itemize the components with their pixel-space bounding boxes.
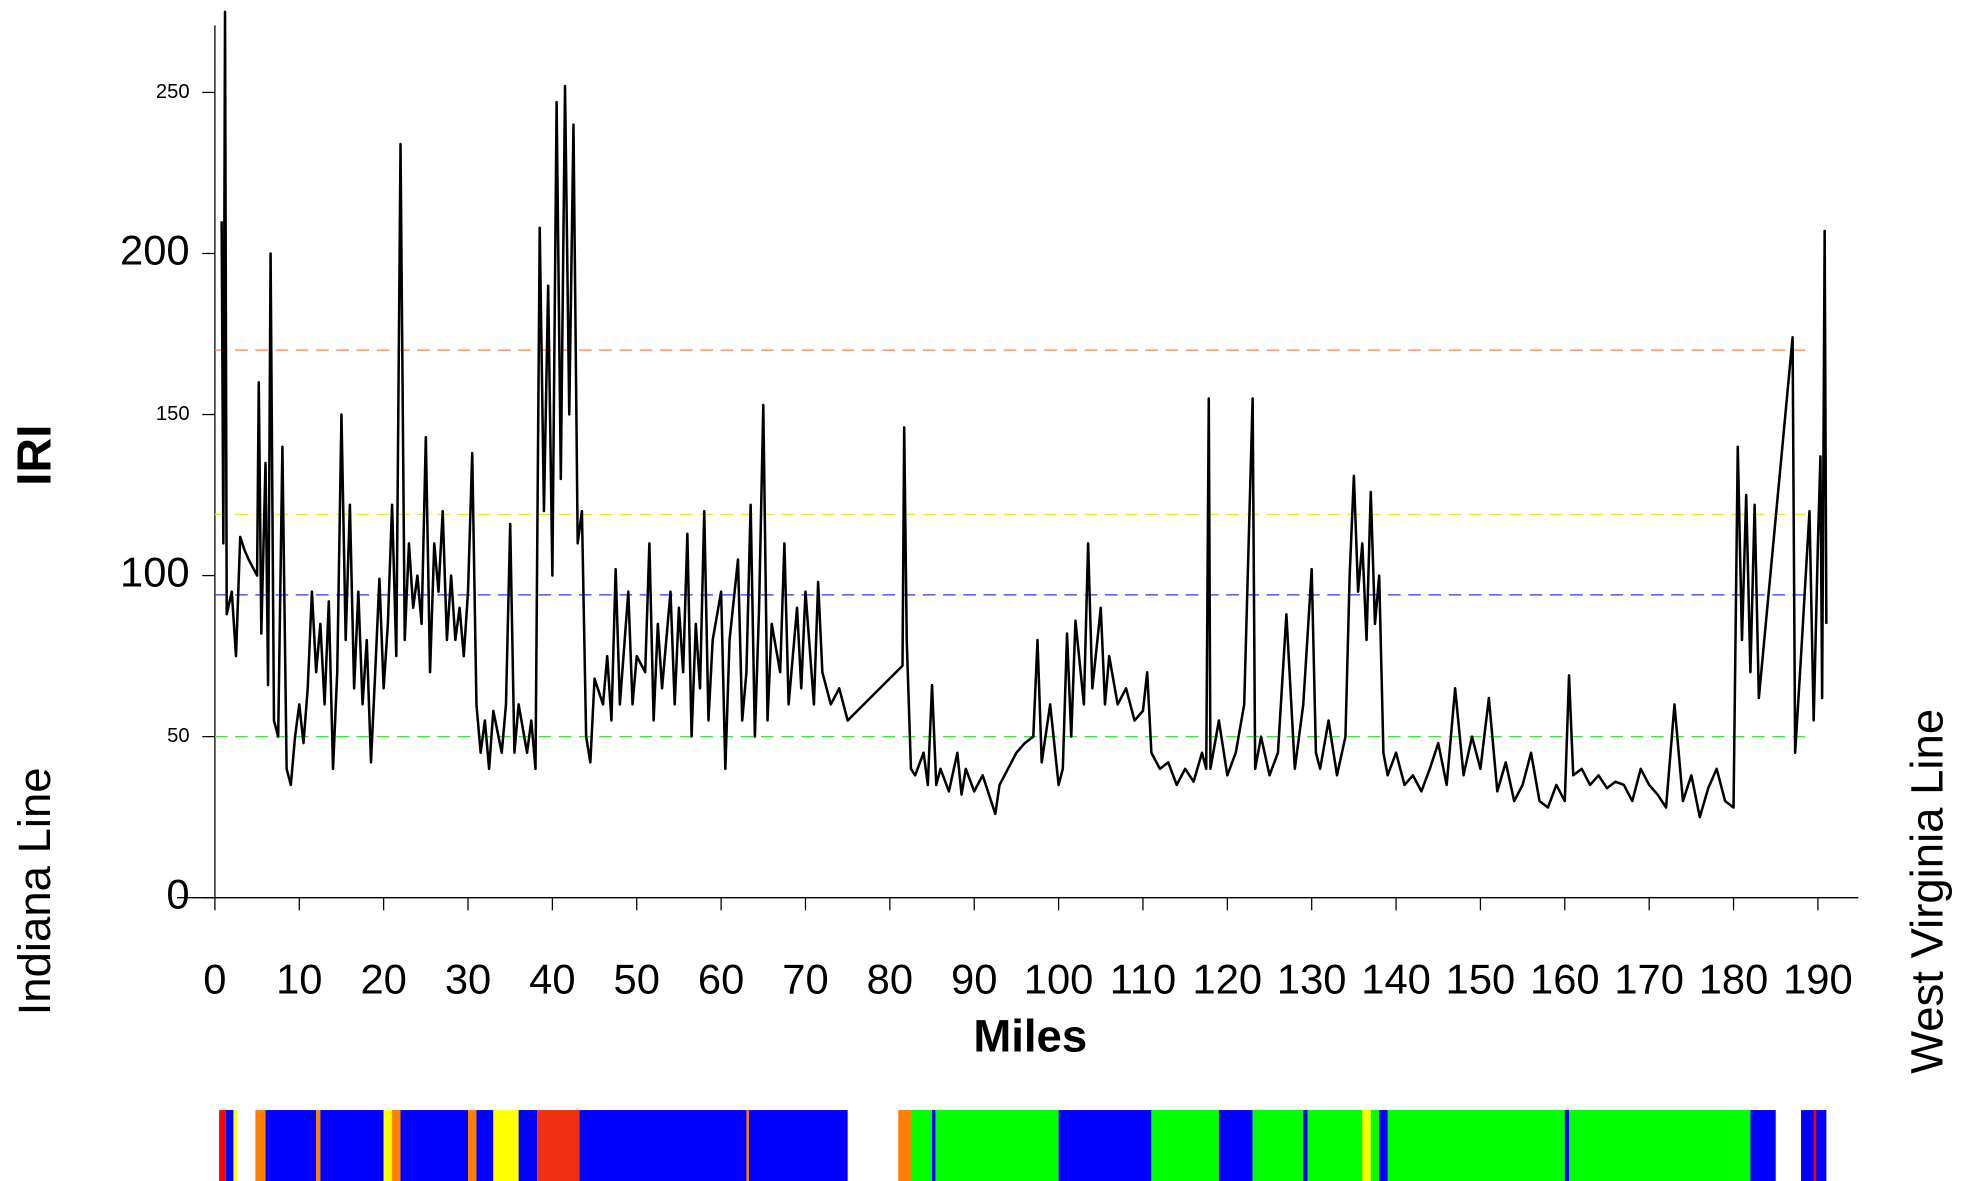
x-tick-label: 160	[1530, 955, 1600, 1002]
condition-segment	[392, 1110, 401, 1181]
y-tick-label: 200	[120, 226, 190, 273]
condition-segment	[400, 1110, 469, 1181]
x-tick-label: 120	[1193, 955, 1263, 1002]
x-tick-label: 40	[529, 955, 575, 1002]
x-tick-label: 190	[1783, 955, 1853, 1002]
x-tick-label: 90	[951, 955, 997, 1002]
x-tick-label: 70	[782, 955, 828, 1002]
x-tick-label: 180	[1699, 955, 1769, 1002]
x-tick-label: 60	[698, 955, 744, 1002]
condition-segment	[1218, 1110, 1253, 1181]
condition-segment	[1362, 1110, 1371, 1181]
condition-segment	[1750, 1110, 1776, 1181]
condition-segment	[233, 1110, 237, 1181]
condition-segment	[537, 1110, 580, 1181]
y-tick-label: 0	[166, 871, 189, 918]
condition-segment	[255, 1110, 266, 1181]
x-tick-label: 20	[360, 955, 406, 1002]
condition-segment	[476, 1110, 494, 1181]
x-tick-label: 30	[445, 955, 491, 1002]
condition-segment	[1058, 1110, 1152, 1181]
x-tick-label: 50	[614, 955, 660, 1002]
x-tick-label: 110	[1110, 955, 1176, 1002]
condition-segment	[1564, 1110, 1570, 1181]
y-tick-label: 100	[120, 549, 190, 596]
y-tick-label: 50	[167, 725, 190, 747]
condition-segment	[579, 1110, 848, 1181]
condition-segment	[518, 1110, 538, 1181]
y-tick-label: 250	[156, 81, 190, 103]
x-tick-label: 140	[1361, 955, 1431, 1002]
condition-segment	[493, 1110, 519, 1181]
condition-segment	[1252, 1110, 1751, 1181]
condition-segment	[910, 1110, 1059, 1181]
condition-segment	[219, 1110, 226, 1181]
x-tick-label: 130	[1277, 955, 1347, 1002]
condition-segment	[1303, 1110, 1308, 1181]
condition-segment	[225, 1110, 234, 1181]
condition-segment	[316, 1110, 321, 1181]
condition-segment	[898, 1110, 911, 1181]
x-axis-label: Miles	[973, 1010, 1087, 1061]
condition-segment	[1151, 1110, 1219, 1181]
condition-segment	[265, 1110, 317, 1181]
x-tick-label: 80	[867, 955, 913, 1002]
x-tick-label: 0	[203, 955, 226, 1002]
condition-segment	[468, 1110, 477, 1181]
x-tick-label: 10	[276, 955, 322, 1002]
x-tick-label: 170	[1614, 955, 1684, 1002]
y-tick-label: 150	[156, 403, 190, 425]
iri-line	[220, 10, 1828, 819]
left-label: Indiana Line	[9, 767, 60, 1015]
condition-segment	[383, 1110, 393, 1181]
x-tick-label: 150	[1446, 955, 1516, 1002]
y-axis-label: IRI	[9, 425, 62, 486]
right-label: West Virginia Line	[1901, 709, 1952, 1074]
condition-segment	[1813, 1110, 1817, 1181]
condition-segment	[320, 1110, 384, 1181]
condition-segment	[932, 1110, 936, 1181]
condition-segment	[1379, 1110, 1388, 1181]
x-tick-label: 100	[1024, 955, 1094, 1002]
condition-segment	[746, 1110, 749, 1181]
